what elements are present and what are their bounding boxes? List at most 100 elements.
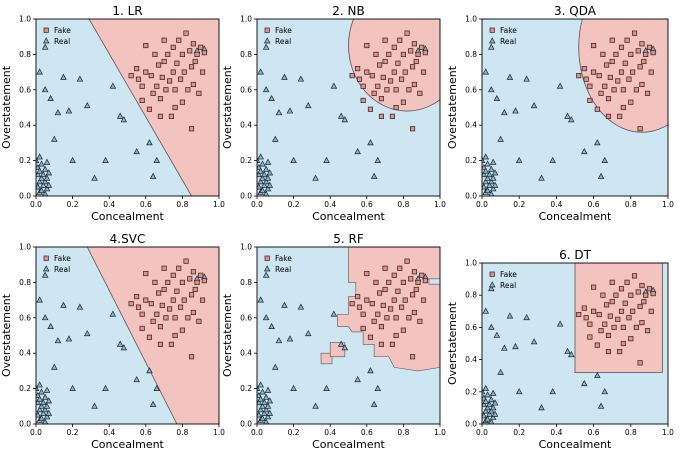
fake-point (631, 30, 638, 36)
legend-real-marker (488, 37, 496, 44)
y-tick-label: 0.8 (19, 50, 31, 59)
fake-point (375, 311, 381, 317)
fake-point (384, 315, 390, 321)
real-point (488, 285, 495, 292)
fake-point (415, 279, 421, 285)
real-point (341, 344, 349, 351)
real-point (538, 174, 545, 181)
real-point (501, 344, 508, 351)
real-point (38, 160, 45, 167)
real-point (65, 335, 73, 342)
real-point (42, 190, 49, 196)
real-point (488, 396, 495, 403)
real-point (41, 406, 49, 413)
real-point (54, 109, 62, 116)
real-point (488, 43, 495, 50)
legend-real-marker (42, 37, 50, 44)
fake-point (172, 87, 178, 93)
fake-point (644, 90, 651, 96)
fake-point (170, 44, 176, 50)
fake-point (410, 126, 416, 132)
real-point (491, 399, 499, 406)
fake-point (620, 104, 626, 111)
x-tick-label: 1.0 (662, 200, 674, 209)
x-tick-label: 0.6 (140, 200, 152, 209)
y-tick-label: 0.6 (19, 85, 31, 94)
fake-point (371, 90, 377, 96)
fake-point (587, 334, 593, 340)
fake-region-patch (320, 352, 333, 365)
fake-point (128, 73, 134, 79)
x-tick-label: 0.6 (140, 428, 152, 437)
y-tick-label: 0.2 (465, 387, 477, 396)
fake-point (611, 87, 617, 93)
real-point (38, 402, 45, 409)
real-point (38, 186, 45, 194)
fake-point (605, 96, 612, 102)
fake-point (637, 360, 643, 366)
real-point (259, 174, 266, 181)
fake-point (356, 76, 363, 82)
real-point (264, 413, 272, 420)
x-tick-label: 0.0 (30, 200, 42, 209)
real-point (263, 418, 270, 424)
fake-point (391, 297, 397, 303)
real-point (109, 82, 117, 89)
legend-real-label: Real (275, 37, 291, 46)
legend: Fake Real (42, 26, 71, 46)
fake-point (598, 90, 604, 96)
fake-point (411, 81, 417, 88)
real-point (482, 400, 488, 408)
fake-point (630, 308, 636, 314)
y-tick-label: 0.2 (465, 156, 477, 165)
x-axis-label: Concealment (539, 210, 612, 223)
real-point (36, 68, 43, 75)
real-point (116, 112, 124, 119)
real-point (41, 178, 49, 185)
real-point (337, 340, 345, 347)
real-point (486, 400, 493, 408)
fake-point (617, 113, 623, 119)
real-point (261, 409, 268, 416)
real-point (41, 43, 49, 50)
fake-point (419, 272, 425, 278)
fake-point (611, 324, 617, 330)
real-point (275, 109, 283, 116)
fake-point (163, 315, 169, 321)
fake-point (364, 69, 370, 75)
fake-point (364, 297, 370, 303)
legend-fake-marker (264, 255, 270, 261)
y-tick-label: 1.0 (240, 243, 252, 252)
real-point (259, 414, 266, 422)
real-point (493, 94, 501, 102)
real-point (374, 156, 382, 163)
fake-point (377, 290, 383, 296)
fake-point (389, 341, 395, 347)
real-point (484, 404, 491, 411)
fake-point (411, 41, 417, 47)
fake-point (349, 301, 355, 307)
real-point (36, 178, 43, 185)
x-tick-label: 0.8 (397, 428, 409, 437)
real-point (488, 86, 495, 93)
fake-point (613, 51, 619, 57)
real-point (601, 388, 609, 395)
real-point (482, 171, 488, 178)
fake-point (406, 87, 412, 93)
fake-point (648, 69, 654, 75)
real-point (262, 271, 270, 278)
real-point (40, 399, 47, 406)
fake-point (605, 113, 612, 119)
real-point (268, 94, 275, 102)
panel-svc: 0.00.0 0.2 0.2 0.4 0.4 0.6 0.6 0.8 0.8 1.0 1.0 4.SV… (0, 232, 225, 451)
fake-point (420, 297, 427, 303)
real-point (486, 171, 493, 178)
fake-point (607, 74, 613, 80)
fake-point (637, 303, 643, 310)
real-point (133, 376, 140, 383)
real-point (312, 402, 319, 409)
real-point (36, 296, 43, 303)
fake-point (583, 76, 589, 82)
real-point (272, 135, 279, 142)
fake-point (360, 311, 366, 317)
